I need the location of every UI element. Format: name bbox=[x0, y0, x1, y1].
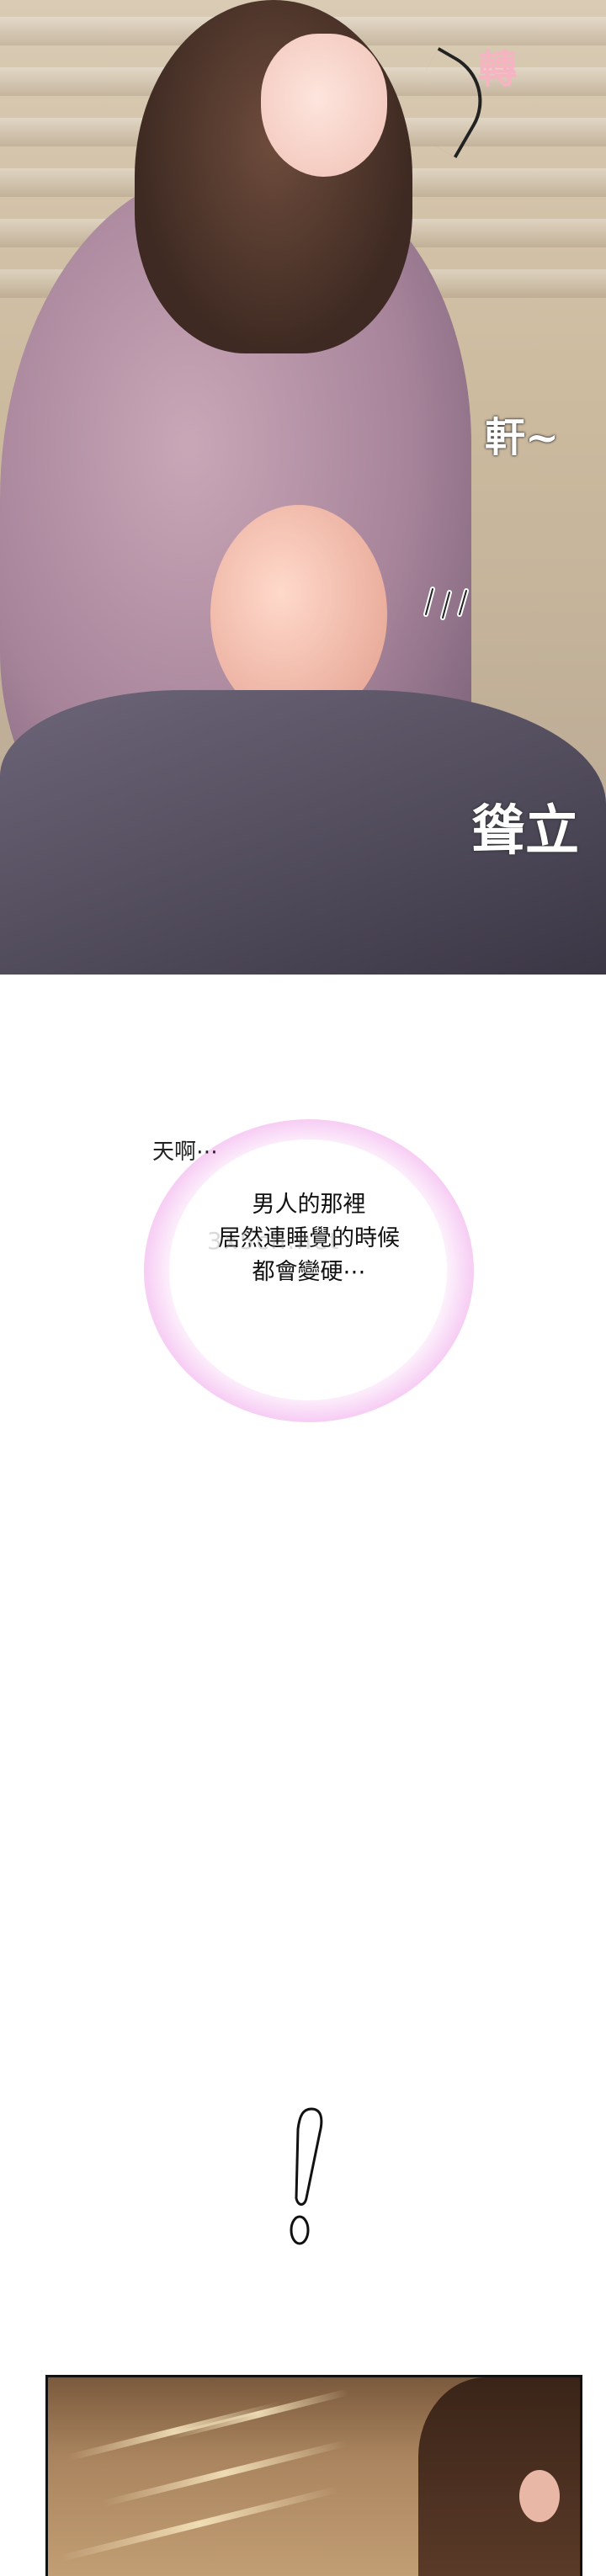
bubble-line-2: 居然連睡覺的時候 bbox=[218, 1225, 400, 1251]
speech-bubble: 天啊⋯ 男人的那裡 居然連睡覺的時候 都會變硬⋯ bbox=[144, 1119, 474, 1422]
exclamation-mark-icon bbox=[290, 2107, 323, 2245]
blanket bbox=[0, 690, 606, 975]
character-hair-bottom bbox=[418, 2377, 580, 2576]
sfx-rise-text: 聳立 bbox=[471, 799, 579, 863]
character-skin bbox=[210, 505, 387, 724]
sfx-lift-text: 軒~ bbox=[485, 414, 560, 461]
bottom-panel bbox=[45, 2375, 582, 2576]
bubble-line-3: 都會變硬⋯ bbox=[252, 1259, 366, 1285]
bubble-line-1: 男人的那裡 bbox=[252, 1192, 366, 1218]
top-panel: 轉 軒~ 聳立 bbox=[0, 0, 606, 975]
bubble-core bbox=[169, 1139, 447, 1400]
character-face bbox=[261, 34, 387, 177]
sfx-turn-text: 轉 bbox=[478, 46, 517, 92]
motion-squiggle-icon bbox=[423, 587, 469, 620]
bubble-aside-text: 天啊⋯ bbox=[152, 1139, 219, 1165]
character-ear bbox=[519, 2470, 560, 2522]
bubble-text: 男人的那裡 居然連睡覺的時候 都會變硬⋯ bbox=[144, 1188, 474, 1289]
light-streak bbox=[167, 2388, 349, 2441]
light-streak bbox=[60, 2485, 339, 2563]
watermark-text: 3x5ch.net bbox=[207, 1227, 341, 1255]
